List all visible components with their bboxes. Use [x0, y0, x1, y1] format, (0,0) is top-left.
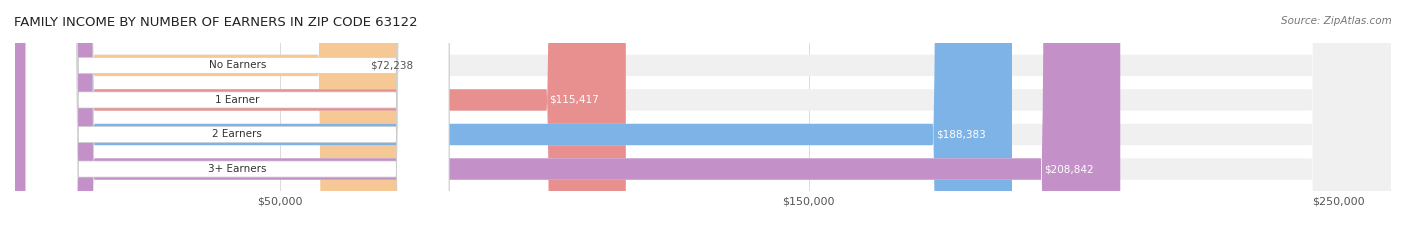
Text: $115,417: $115,417 — [550, 95, 599, 105]
FancyBboxPatch shape — [15, 0, 1391, 233]
Text: $188,383: $188,383 — [936, 130, 986, 140]
Text: 2 Earners: 2 Earners — [212, 130, 262, 140]
FancyBboxPatch shape — [25, 0, 449, 233]
Text: FAMILY INCOME BY NUMBER OF EARNERS IN ZIP CODE 63122: FAMILY INCOME BY NUMBER OF EARNERS IN ZI… — [14, 16, 418, 29]
FancyBboxPatch shape — [15, 0, 626, 233]
FancyBboxPatch shape — [15, 0, 1012, 233]
Text: $72,238: $72,238 — [370, 60, 413, 70]
FancyBboxPatch shape — [15, 0, 1391, 233]
FancyBboxPatch shape — [15, 0, 1391, 233]
Text: Source: ZipAtlas.com: Source: ZipAtlas.com — [1281, 16, 1392, 26]
Text: $208,842: $208,842 — [1045, 164, 1094, 174]
FancyBboxPatch shape — [15, 0, 1121, 233]
Text: 1 Earner: 1 Earner — [215, 95, 260, 105]
FancyBboxPatch shape — [25, 0, 449, 233]
Text: No Earners: No Earners — [208, 60, 266, 70]
FancyBboxPatch shape — [15, 0, 1391, 233]
FancyBboxPatch shape — [25, 0, 449, 233]
Text: 3+ Earners: 3+ Earners — [208, 164, 267, 174]
FancyBboxPatch shape — [15, 0, 398, 233]
FancyBboxPatch shape — [25, 0, 449, 233]
